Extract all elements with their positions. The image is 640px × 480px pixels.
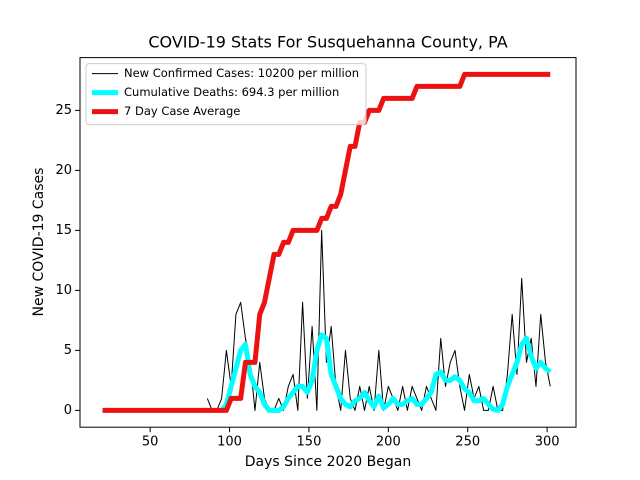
y-tick-label: 0	[64, 403, 72, 418]
axes-frame	[79, 57, 577, 428]
y-tick-label: 15	[55, 223, 72, 238]
x-tick-label: 200	[376, 435, 401, 450]
plot-area	[102, 71, 552, 413]
x-tick-label: 100	[217, 435, 242, 450]
series-line	[219, 332, 552, 413]
series-line	[102, 71, 551, 413]
x-tick-label: 250	[455, 435, 480, 450]
legend-label: 7 Day Case Average	[124, 104, 240, 118]
x-tick-label: 300	[535, 435, 560, 450]
x-tick-label: 50	[142, 435, 159, 450]
legend: New Confirmed Cases: 10200 per million Cu…	[85, 63, 367, 126]
y-tick-label: 5	[64, 343, 72, 358]
legend-label: Cumulative Deaths: 694.3 per million	[124, 85, 339, 99]
y-tick-label: 25	[55, 103, 72, 118]
legend-label: New Confirmed Cases: 10200 per million	[124, 66, 359, 80]
x-tick-label: 150	[297, 435, 322, 450]
y-tick-label: 20	[55, 163, 72, 178]
y-tick-label: 10	[55, 283, 72, 298]
y-axis-label: New COVID-19 Cases	[31, 168, 47, 317]
x-axis-label: Days Since 2020 Began	[245, 454, 411, 470]
legend-box	[85, 63, 367, 126]
chart-title: COVID-19 Stats For Susquehanna County, P…	[148, 33, 507, 52]
